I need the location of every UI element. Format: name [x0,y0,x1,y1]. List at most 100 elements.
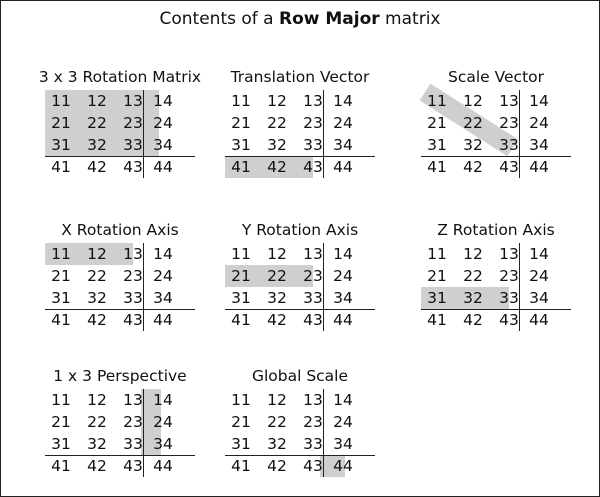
matrix-cell-33: 33 [499,136,519,154]
matrix-cell-12: 12 [267,92,287,110]
matrix-cell-12: 12 [87,92,107,110]
matrix-cell-13: 13 [123,92,143,110]
column-separator [323,243,324,331]
matrix-cell-41: 41 [231,457,251,475]
matrix-cell-34: 34 [153,435,173,453]
matrix-grid: 11 12 13 14 21 22 23 24 31 32 33 34 41 42 43 44 [45,90,195,178]
matrix-cell-21: 21 [427,267,447,285]
matrix-cell-41: 41 [51,158,71,176]
matrix-cell-31: 31 [231,289,251,307]
matrix-cell-32: 32 [87,289,107,307]
matrix-cell-43: 43 [123,457,143,475]
matrix-cell-31: 31 [51,289,71,307]
matrix-cell-23: 23 [123,267,143,285]
matrix-cell-13: 13 [303,391,323,409]
matrix-cell-43: 43 [303,457,323,475]
matrix-cell-42: 42 [267,158,287,176]
matrix-cell-42: 42 [87,311,107,329]
matrix-cell-33: 33 [123,289,143,307]
matrix-cell-32: 32 [463,136,483,154]
matrix-cell-31: 31 [427,289,447,307]
matrix-grid: 11 12 13 14 21 22 23 24 31 32 33 34 41 42 43 44 [225,90,375,178]
matrix-cell-11: 11 [231,391,251,409]
row-separator [225,156,375,157]
matrix-cell-21: 21 [231,413,251,431]
matrix-cell-11: 11 [51,92,71,110]
panel-title: Translation Vector [230,68,370,86]
matrix-cell-14: 14 [333,245,353,263]
matrix-cell-31: 31 [427,136,447,154]
matrix-cell-34: 34 [333,136,353,154]
matrix-cell-44: 44 [333,311,353,329]
matrix-cell-22: 22 [267,413,287,431]
highlight-region [225,157,313,178]
row-separator [45,455,195,456]
matrix-cell-21: 21 [231,267,251,285]
matrix-cell-14: 14 [333,92,353,110]
title-prefix: Contents of a [159,9,279,29]
matrix-cell-44: 44 [529,311,549,329]
matrix-cell-23: 23 [499,114,519,132]
highlight-region [421,287,509,309]
matrix-cell-14: 14 [153,92,173,110]
matrix-cell-13: 13 [303,245,323,263]
matrix-cell-23: 23 [303,114,323,132]
matrix-cell-11: 11 [51,245,71,263]
matrix-grid: 11 12 13 14 21 22 23 24 31 32 33 34 41 42 43 44 [225,243,375,331]
matrix-cell-24: 24 [529,114,549,132]
matrix-cell-44: 44 [333,158,353,176]
matrix-cell-41: 41 [231,158,251,176]
panel-title: Y Rotation Axis [241,221,359,239]
matrix-cell-13: 13 [123,245,143,263]
column-separator [323,90,324,178]
matrix-cell-33: 33 [499,289,519,307]
matrix-cell-21: 21 [51,413,71,431]
row-separator [45,309,195,310]
matrix-cell-23: 23 [303,413,323,431]
column-separator [519,243,520,331]
matrix-cell-41: 41 [427,158,447,176]
page-title: Contents of a Row Major matrix [1,9,599,29]
matrix-cell-24: 24 [529,267,549,285]
row-separator [225,455,375,456]
matrix-cell-12: 12 [87,245,107,263]
panel-title: Global Scale [251,367,349,385]
panel-title: Z Rotation Axis [437,221,555,239]
matrix-cell-44: 44 [153,457,173,475]
matrix-cell-42: 42 [463,311,483,329]
matrix-cell-23: 23 [499,267,519,285]
matrix-cell-12: 12 [463,92,483,110]
matrix-cell-24: 24 [153,413,173,431]
matrix-cell-23: 23 [303,267,323,285]
matrix-cell-33: 33 [303,435,323,453]
matrix-cell-43: 43 [123,158,143,176]
matrix-cell-24: 24 [333,114,353,132]
matrix-cell-42: 42 [87,158,107,176]
matrix-cell-12: 12 [267,391,287,409]
panel-title: X Rotation Axis [61,221,179,239]
highlight-region [45,243,133,265]
matrix-cell-11: 11 [231,92,251,110]
matrix-cell-34: 34 [529,136,549,154]
matrix-cell-32: 32 [267,435,287,453]
matrix-cell-14: 14 [529,245,549,263]
matrix-cell-44: 44 [333,457,353,475]
matrix-cell-14: 14 [153,245,173,263]
matrix-cell-43: 43 [499,311,519,329]
matrix-cell-12: 12 [87,391,107,409]
matrix-cell-31: 31 [51,136,71,154]
matrix-cell-14: 14 [153,391,173,409]
column-separator [143,243,144,331]
matrix-cell-24: 24 [153,267,173,285]
matrix-cell-11: 11 [427,92,447,110]
matrix-cell-22: 22 [267,267,287,285]
matrix-cell-24: 24 [333,413,353,431]
row-separator [421,156,571,157]
matrix-cell-22: 22 [87,267,107,285]
matrix-cell-32: 32 [267,289,287,307]
matrix-cell-13: 13 [499,245,519,263]
matrix-cell-42: 42 [267,311,287,329]
matrix-cell-33: 33 [303,136,323,154]
matrix-cell-12: 12 [267,245,287,263]
highlight-region [225,265,313,287]
